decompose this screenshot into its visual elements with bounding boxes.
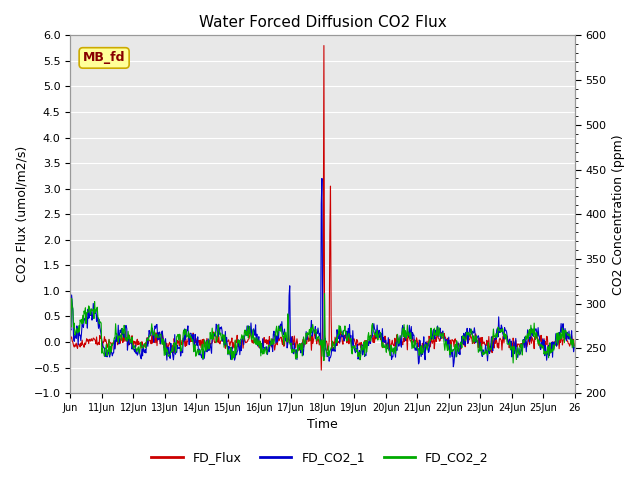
FD_Flux bbox=[570, 343, 578, 348]
FD_CO2_2 bbox=[509, 360, 517, 366]
FD_CO2_2 bbox=[67, 320, 74, 325]
FD_CO2_1 bbox=[125, 341, 133, 347]
FD_CO2_1 bbox=[374, 331, 382, 337]
FD_CO2_2 bbox=[262, 349, 270, 355]
FD_CO2_2 bbox=[218, 336, 226, 341]
FD_CO2_2 bbox=[321, 290, 328, 296]
FD_Flux bbox=[243, 339, 251, 345]
Y-axis label: CO2 Flux (umol/m2/s): CO2 Flux (umol/m2/s) bbox=[15, 146, 28, 282]
FD_CO2_1 bbox=[218, 328, 226, 334]
Line: FD_Flux: FD_Flux bbox=[70, 46, 574, 370]
FD_CO2_1 bbox=[449, 364, 457, 370]
Text: MB_fd: MB_fd bbox=[83, 51, 125, 64]
FD_Flux bbox=[375, 332, 383, 338]
FD_Flux bbox=[125, 332, 133, 338]
FD_CO2_2 bbox=[374, 333, 382, 339]
Line: FD_CO2_1: FD_CO2_1 bbox=[70, 179, 574, 367]
Title: Water Forced Diffusion CO2 Flux: Water Forced Diffusion CO2 Flux bbox=[198, 15, 447, 30]
FD_CO2_1 bbox=[318, 176, 326, 181]
FD_CO2_2 bbox=[243, 333, 251, 338]
FD_Flux bbox=[262, 336, 270, 342]
FD_Flux bbox=[320, 43, 328, 48]
FD_CO2_2 bbox=[403, 334, 410, 340]
X-axis label: Time: Time bbox=[307, 419, 338, 432]
FD_Flux bbox=[218, 335, 226, 340]
Y-axis label: CO2 Concentration (ppm): CO2 Concentration (ppm) bbox=[612, 134, 625, 295]
FD_CO2_1 bbox=[243, 323, 251, 329]
FD_Flux bbox=[67, 337, 74, 343]
FD_CO2_1 bbox=[262, 347, 270, 353]
FD_CO2_2 bbox=[125, 333, 133, 339]
FD_Flux bbox=[403, 347, 411, 353]
FD_CO2_1 bbox=[67, 325, 74, 331]
FD_CO2_1 bbox=[570, 345, 578, 350]
Line: FD_CO2_2: FD_CO2_2 bbox=[70, 293, 574, 363]
Legend: FD_Flux, FD_CO2_1, FD_CO2_2: FD_Flux, FD_CO2_1, FD_CO2_2 bbox=[147, 446, 493, 469]
FD_Flux bbox=[317, 367, 325, 373]
FD_CO2_1 bbox=[403, 331, 410, 336]
FD_CO2_2 bbox=[570, 344, 578, 350]
